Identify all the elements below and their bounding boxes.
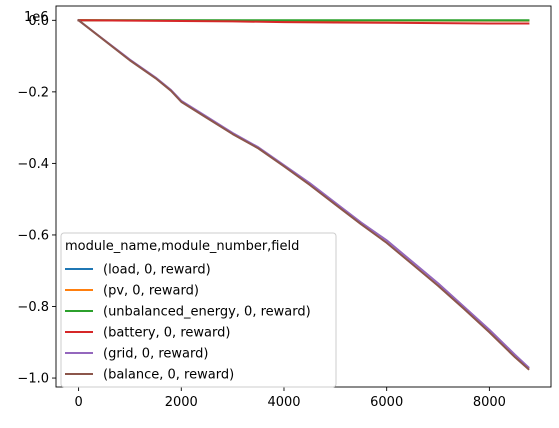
y-tick-label: −0.8 — [17, 300, 49, 315]
axes: 0 2000 4000 6000 8000 0.0 −0.2 −0.4 −0.6 −0.8 −1.0 — [17, 14, 506, 410]
y-tick-label: −0.6 — [17, 228, 49, 243]
y-tick-label: −1.0 — [17, 372, 49, 387]
legend-entry: (battery, 0, reward) — [103, 326, 230, 341]
legend-entry: (balance, 0, reward) — [103, 368, 234, 383]
series-line-3 — [77, 19, 530, 25]
series-layer — [77, 18, 530, 371]
y-tick-label: −0.4 — [17, 157, 49, 172]
series-line-5 — [77, 18, 530, 371]
x-tick-label: 6000 — [370, 395, 403, 410]
x-tick-label: 0 — [74, 395, 82, 410]
y-tick-label: 0.0 — [28, 14, 49, 29]
legend-title: module_name,module_number,field — [65, 239, 299, 254]
legend-box — [60, 232, 337, 388]
y-offset-label: 1e6 — [24, 10, 49, 25]
x-tick-label: 2000 — [165, 395, 198, 410]
legend-entry: (load, 0, reward) — [103, 263, 211, 278]
legend-entry: (unbalanced_energy, 0, reward) — [103, 305, 311, 320]
y-tick-label: −0.2 — [17, 85, 49, 100]
legend: module_name,module_number,field (load, 0,… — [60, 232, 337, 388]
x-tick-label: 8000 — [473, 395, 506, 410]
legend-entry: (grid, 0, reward) — [103, 347, 208, 362]
legend-entry: (pv, 0, reward) — [103, 284, 199, 299]
x-tick-label: 4000 — [267, 395, 300, 410]
